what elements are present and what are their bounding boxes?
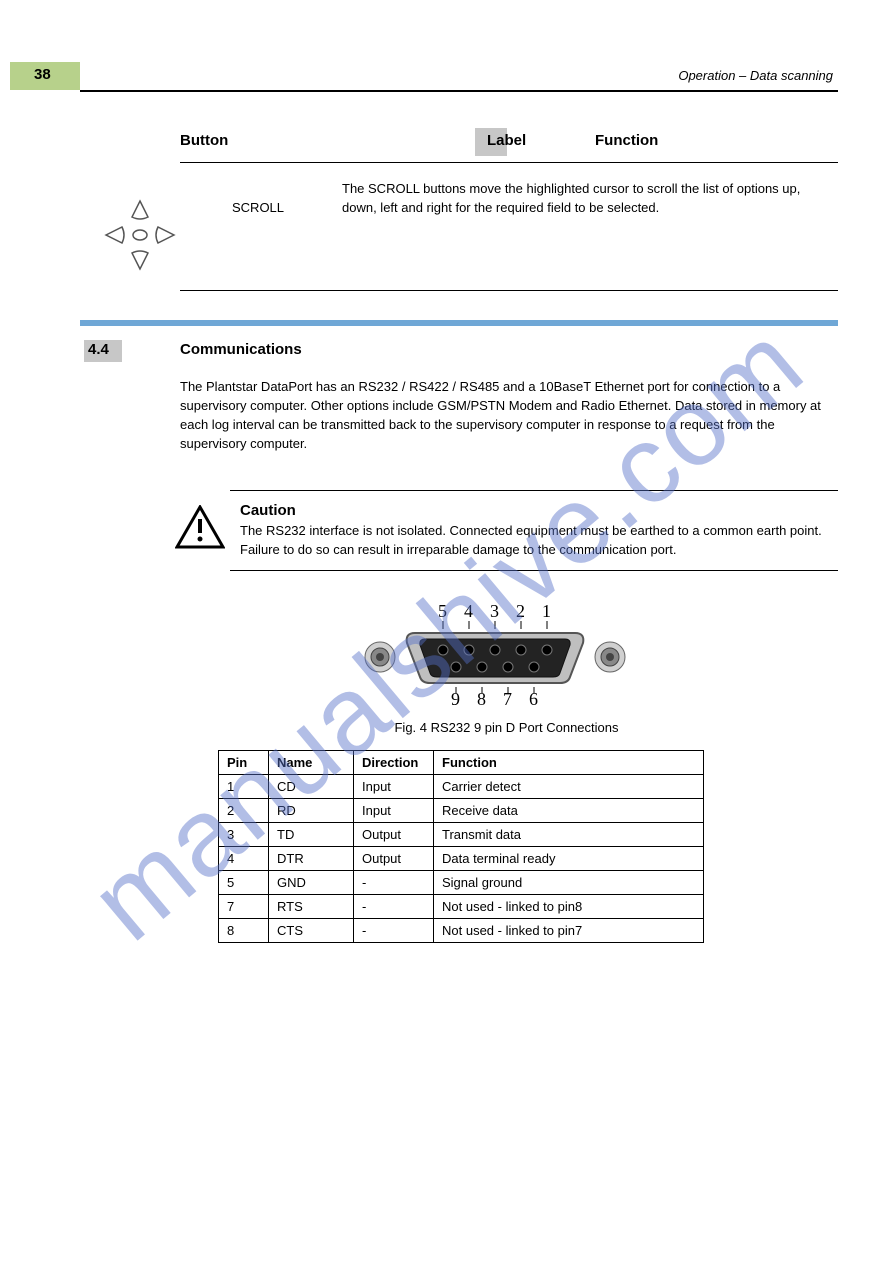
table-row: 7RTS-Not used - linked to pin8 [219,895,704,919]
th-name: Name [269,751,354,775]
caution-heading: Caution [240,502,296,519]
table-rule-1 [180,162,838,163]
pin-label-5: 5 [438,601,447,621]
col-head-button: Button [180,132,228,149]
caution-rule-bot [230,570,838,571]
th-pin: Pin [219,751,269,775]
header-rule [80,90,838,92]
th-direction: Direction [354,751,434,775]
table-row: 3TDOutputTransmit data [219,823,704,847]
table-row: Pin Name Direction Function [219,751,704,775]
caution-icon [175,505,225,549]
row-label-scroll: SCROLL [232,200,284,215]
section-title: Communications [180,341,302,358]
pin-label-4: 4 [464,601,473,621]
row-func-scroll: The SCROLL buttons move the highlighted … [342,180,833,218]
page-number: 38 [34,66,51,83]
caution-body: The RS232 interface is not isolated. Con… [240,523,822,557]
table-row: 1CDInputCarrier detect [219,775,704,799]
table-row: 2RDInputReceive data [219,799,704,823]
pin-label-1: 1 [542,601,551,621]
table-rule-2 [180,290,838,291]
caution-rule-top [230,490,838,491]
pin-label-2: 2 [516,601,525,621]
section-body: The Plantstar DataPort has an RS232 / RS… [180,378,833,453]
db9-connector-figure: 5 4 3 2 1 9 8 7 6 [345,595,645,715]
section-number: 4.4 [88,341,109,358]
table-row: 4DTROutputData terminal ready [219,847,704,871]
table-row: 5GND-Signal ground [219,871,704,895]
pin-table: Pin Name Direction Function 1CDInputCarr… [218,750,704,943]
scroll-arrows-icon [100,195,180,275]
table-row: 8CTS-Not used - linked to pin7 [219,919,704,943]
col-head-function: Function [595,132,658,149]
th-function: Function [434,751,704,775]
caution-block: Caution The RS232 interface is not isola… [240,500,833,559]
figure-caption: Fig. 4 RS232 9 pin D Port Connections [180,720,833,735]
col-head-label: Label [487,132,526,149]
pin-label-3: 3 [490,601,499,621]
page-header: Operation – Data scanning [678,68,833,83]
section-divider [80,320,838,326]
